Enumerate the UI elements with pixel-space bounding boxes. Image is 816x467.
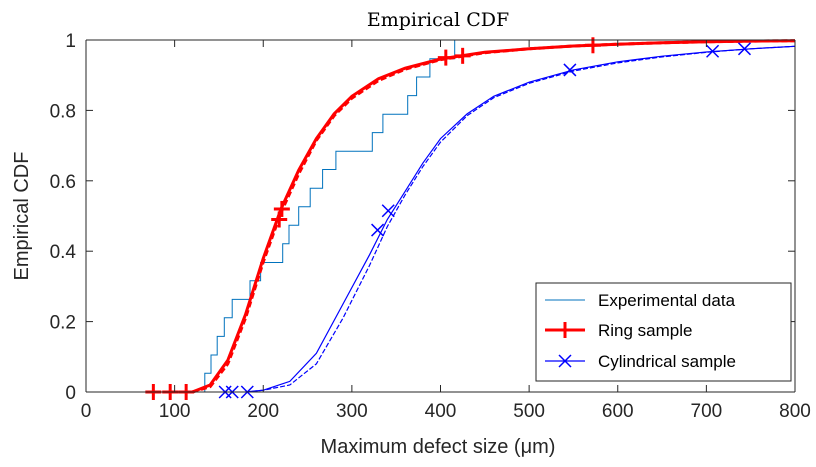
y-tick-label: 0 <box>65 383 76 404</box>
marker-ring-sample-4 <box>271 212 287 228</box>
y-tick-label: 0.4 <box>50 242 77 263</box>
y-tick-label: 0.6 <box>50 172 76 193</box>
x-tick-label: 0 <box>81 401 92 422</box>
legend-label-cylindrical: Cylindrical sample <box>598 352 736 371</box>
x-tick-label: 800 <box>779 401 811 422</box>
marker-ring-sample-5 <box>274 201 290 217</box>
x-tick-label: 100 <box>159 401 191 422</box>
series-line-experimental-data <box>201 40 455 392</box>
y-axis-label: Empirical CDF <box>11 152 33 281</box>
legend-label-experimental: Experimental data <box>598 291 736 310</box>
chart-title: Empirical CDF <box>367 9 509 31</box>
x-tick-label: 300 <box>336 401 368 422</box>
y-tick-label: 1 <box>65 31 76 52</box>
x-axis-label: Maximum defect size (μm) <box>321 436 556 458</box>
x-tick-label: 600 <box>602 401 634 422</box>
y-tick-label: 0.2 <box>50 313 76 334</box>
y-tick-label: 0.8 <box>50 101 76 122</box>
marker-ring-sample-6 <box>438 50 454 66</box>
legend-label-ring: Ring sample <box>598 321 693 340</box>
marker-ring-sample-7 <box>455 48 471 64</box>
legend: Experimental data Ring sample Cylindrica… <box>536 283 791 381</box>
x-tick-label: 200 <box>247 401 279 422</box>
x-tick-label: 700 <box>691 401 723 422</box>
x-tick-label: 500 <box>513 401 545 422</box>
x-tick-label: 400 <box>425 401 457 422</box>
